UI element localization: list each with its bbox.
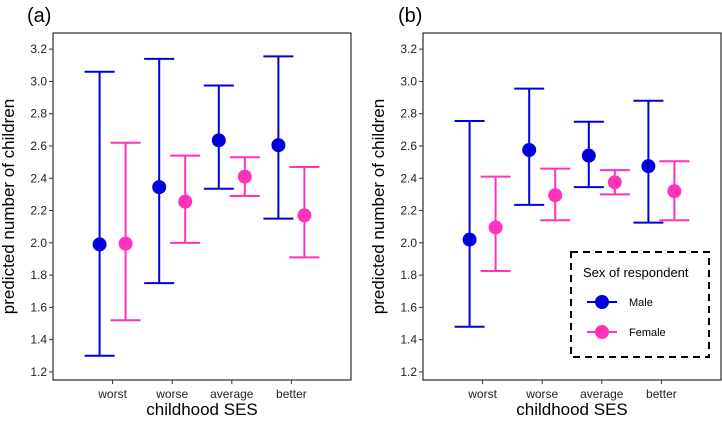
data-point <box>607 175 622 190</box>
panel-label: (a) <box>27 5 51 27</box>
y-tick-label: 2.4 <box>400 171 417 185</box>
data-point <box>271 138 286 153</box>
x-tick-label: worse <box>155 387 188 401</box>
y-tick-label: 3.0 <box>400 74 417 88</box>
data-point <box>297 208 312 223</box>
x-tick-label: better <box>646 387 677 401</box>
y-tick-label: 2.4 <box>30 171 47 185</box>
y-tick-label: 1.4 <box>30 333 47 347</box>
y-tick-label: 2.0 <box>30 236 47 250</box>
y-tick-label: 3.0 <box>30 74 47 88</box>
x-tick-label: average <box>210 387 254 401</box>
data-point <box>548 188 563 203</box>
y-axis-title: predicted number of children <box>0 99 18 314</box>
y-tick-label: 1.8 <box>400 268 417 282</box>
y-tick-label: 3.2 <box>400 42 417 56</box>
y-tick-label: 1.6 <box>30 300 47 314</box>
y-tick-label: 1.6 <box>400 300 417 314</box>
y-tick-label: 2.6 <box>400 139 417 153</box>
data-point <box>92 237 107 252</box>
y-tick-label: 2.2 <box>30 204 47 218</box>
panel-b: (b) 1.2 1.4 1.6 1.8 2.0 2.2 2.4 2.6 2.8 3.0 3.2 wors… <box>369 5 722 419</box>
panel-label: (b) <box>398 5 422 27</box>
legend-label-female: Female <box>629 327 666 339</box>
y-tick-label: 2.8 <box>30 107 47 121</box>
data-point <box>118 236 133 251</box>
y-tick-label: 2.0 <box>400 236 417 250</box>
data-point <box>462 232 477 247</box>
y-tick-label: 2.6 <box>30 139 47 153</box>
data-point <box>152 180 167 195</box>
y-axis-title: predicted number of children <box>369 99 388 314</box>
x-tick-label: worst <box>97 387 127 401</box>
x-axis-title: childhood SES <box>146 400 258 419</box>
legend-label-male: Male <box>629 297 653 309</box>
y-tick-label: 1.2 <box>30 365 47 379</box>
y-tick-label: 2.2 <box>400 204 417 218</box>
data-point <box>178 194 193 209</box>
x-tick-label: average <box>580 387 624 401</box>
data-point <box>488 220 503 235</box>
legend: Sex of respondent Male Female <box>570 251 710 358</box>
data-point <box>581 148 596 163</box>
y-tick-label: 1.2 <box>400 365 417 379</box>
series-female <box>110 141 320 322</box>
data-point <box>522 143 537 158</box>
data-point <box>667 184 682 199</box>
data-point <box>237 169 252 184</box>
plot-border <box>52 32 352 381</box>
x-tick-label: worst <box>467 387 497 401</box>
series-male <box>84 55 294 357</box>
x-tick-label: better <box>276 387 307 401</box>
y-tick-label: 1.4 <box>400 333 417 347</box>
legend-title: Sex of respondent <box>583 265 689 280</box>
data-point <box>641 159 656 174</box>
data-point <box>211 133 226 148</box>
plot-border <box>422 32 722 381</box>
panel-a: (a) 1.2 1.4 1.6 1.8 2.0 2.2 2.4 2.6 2.8 3.0 3.2 wors… <box>0 5 352 419</box>
x-tick-label: worse <box>525 387 558 401</box>
legend-key-marker <box>595 295 609 309</box>
series-female <box>480 160 690 273</box>
y-tick-label: 2.8 <box>400 107 417 121</box>
legend-box <box>570 251 710 358</box>
legend-key-marker <box>595 325 609 339</box>
y-tick-label: 1.8 <box>30 268 47 282</box>
y-tick-label: 3.2 <box>30 42 47 56</box>
series-male <box>454 87 664 328</box>
x-axis-title: childhood SES <box>516 400 628 419</box>
